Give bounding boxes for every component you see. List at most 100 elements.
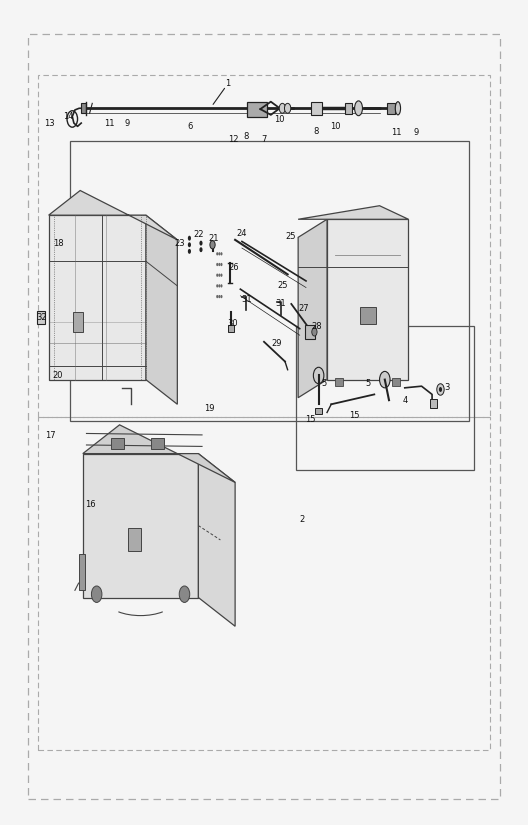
- Text: 19: 19: [204, 404, 214, 412]
- Text: 9: 9: [414, 129, 419, 138]
- Bar: [335, 378, 343, 386]
- Text: 20: 20: [53, 371, 63, 380]
- Bar: [315, 408, 322, 414]
- Circle shape: [218, 285, 220, 288]
- Bar: [305, 325, 315, 338]
- Text: 17: 17: [45, 431, 55, 440]
- Text: 30: 30: [227, 319, 238, 328]
- Polygon shape: [83, 425, 235, 483]
- Text: 10: 10: [329, 122, 340, 131]
- Text: 9: 9: [125, 119, 130, 128]
- Text: 29: 29: [271, 339, 282, 348]
- Text: 14: 14: [63, 112, 74, 121]
- Text: 13: 13: [44, 119, 55, 128]
- Text: 4: 4: [402, 397, 408, 406]
- Text: 7: 7: [261, 135, 267, 144]
- Text: 5: 5: [365, 380, 371, 389]
- Circle shape: [314, 367, 324, 384]
- Circle shape: [188, 236, 191, 241]
- Polygon shape: [49, 215, 146, 380]
- Polygon shape: [152, 438, 164, 450]
- Text: 23: 23: [175, 238, 185, 248]
- Bar: [360, 307, 375, 323]
- Polygon shape: [111, 438, 124, 450]
- Text: 2: 2: [299, 515, 305, 524]
- Bar: [81, 103, 87, 113]
- Bar: [140, 215, 146, 380]
- Circle shape: [179, 586, 190, 602]
- Bar: [312, 101, 322, 115]
- Polygon shape: [83, 454, 199, 597]
- Text: 32: 32: [36, 314, 47, 323]
- Text: 21: 21: [209, 233, 219, 243]
- Circle shape: [279, 103, 286, 113]
- Bar: [296, 326, 474, 470]
- Circle shape: [216, 263, 218, 266]
- Bar: [247, 101, 267, 116]
- Text: 27: 27: [298, 304, 309, 314]
- Bar: [79, 554, 85, 591]
- Circle shape: [220, 295, 222, 298]
- Polygon shape: [199, 454, 235, 626]
- Circle shape: [437, 384, 444, 395]
- Text: 11: 11: [104, 119, 114, 128]
- Text: 1: 1: [224, 79, 230, 88]
- Text: 3: 3: [444, 384, 449, 393]
- Polygon shape: [146, 215, 177, 404]
- Text: 25: 25: [277, 281, 288, 290]
- Polygon shape: [49, 191, 177, 240]
- Bar: [128, 529, 141, 551]
- Circle shape: [188, 243, 191, 248]
- Text: 12: 12: [228, 135, 239, 144]
- Circle shape: [439, 387, 442, 392]
- Circle shape: [216, 252, 218, 256]
- Bar: [49, 215, 54, 380]
- Polygon shape: [298, 219, 327, 398]
- Circle shape: [220, 274, 222, 277]
- Text: 11: 11: [391, 129, 402, 138]
- Circle shape: [220, 285, 222, 288]
- Bar: [392, 378, 400, 386]
- Circle shape: [218, 263, 220, 266]
- Circle shape: [218, 252, 220, 256]
- Text: 31: 31: [241, 295, 251, 304]
- Text: 28: 28: [311, 322, 322, 331]
- Text: 26: 26: [229, 263, 239, 272]
- Circle shape: [200, 248, 203, 252]
- Bar: [345, 102, 352, 114]
- Polygon shape: [298, 205, 409, 219]
- Bar: [38, 417, 490, 750]
- Circle shape: [220, 263, 222, 266]
- Circle shape: [200, 241, 203, 246]
- Text: 18: 18: [53, 239, 63, 248]
- Text: 5: 5: [321, 380, 326, 389]
- Circle shape: [216, 274, 218, 277]
- Ellipse shape: [355, 101, 363, 116]
- Bar: [228, 325, 233, 332]
- Circle shape: [91, 586, 102, 602]
- Bar: [72, 312, 83, 332]
- Circle shape: [312, 328, 317, 336]
- Text: 8: 8: [314, 127, 319, 136]
- Circle shape: [210, 241, 215, 249]
- Bar: [38, 75, 490, 417]
- Text: 22: 22: [193, 230, 204, 239]
- Text: 8: 8: [243, 132, 249, 141]
- Circle shape: [218, 274, 220, 277]
- Circle shape: [188, 249, 191, 254]
- Bar: [70, 141, 469, 421]
- Text: 6: 6: [188, 122, 193, 131]
- Bar: [37, 310, 45, 323]
- Polygon shape: [327, 219, 409, 380]
- Circle shape: [216, 295, 218, 298]
- Text: 15: 15: [305, 415, 315, 423]
- Text: 16: 16: [86, 500, 96, 509]
- Circle shape: [220, 252, 222, 256]
- Text: 25: 25: [285, 232, 296, 241]
- Ellipse shape: [395, 101, 401, 115]
- Bar: [430, 399, 437, 408]
- Circle shape: [380, 371, 390, 388]
- Text: 31: 31: [276, 299, 286, 309]
- Text: 24: 24: [237, 229, 247, 238]
- Circle shape: [216, 285, 218, 288]
